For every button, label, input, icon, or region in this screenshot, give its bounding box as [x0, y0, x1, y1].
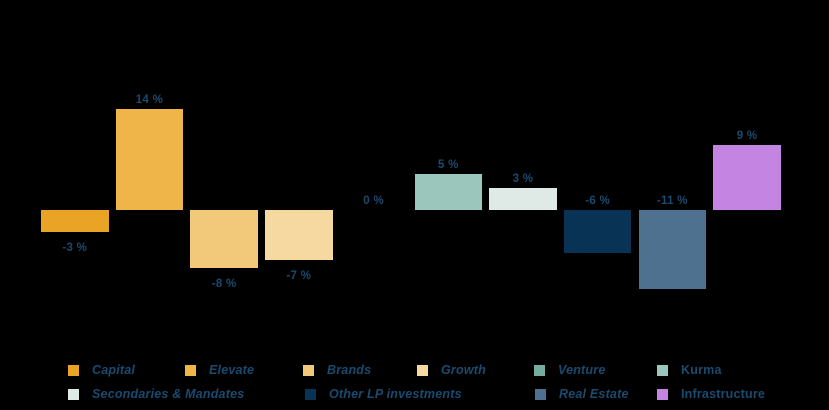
legend-swatch-kurma [657, 364, 668, 376]
bar-other-lp-investments [563, 210, 632, 254]
legend-label-growth: Growth [441, 363, 486, 377]
legend-swatch-capital [68, 364, 79, 376]
legend-item-brands: Brands [303, 363, 371, 377]
bar-capital [41, 210, 109, 232]
value-label-real-estate: -11 % [656, 195, 688, 207]
legend-label-secondaries-and-mandates: Secondaries & Mandates [92, 387, 245, 401]
legend-item-infrastructure: Infrastructure [657, 387, 765, 401]
legend-label-infrastructure: Infrastructure [681, 387, 766, 401]
bar-secondaries-and-mandates [489, 188, 557, 210]
legend-label-venture: Venture [558, 363, 606, 377]
legend-label-real-estate: Real Estate [559, 387, 629, 401]
value-label-growth: -7 % [286, 270, 312, 283]
value-label-brands: -8 % [211, 277, 237, 290]
legend-swatch-venture [534, 364, 545, 376]
value-label-kurma: 5 % [437, 159, 459, 171]
legend-swatch-elevate [185, 364, 196, 376]
bar-elevate [115, 109, 184, 210]
value-label-secondaries-and-mandates: 3 % [512, 173, 534, 186]
legend-swatch-growth [417, 364, 428, 376]
value-label-elevate: 14 % [135, 94, 164, 107]
legend-item-capital: Capital [68, 363, 135, 377]
legend-item-kurma: Kurma [657, 363, 722, 377]
legend-swatch-real-estate [535, 388, 546, 400]
legend-label-brands: Brands [327, 363, 372, 377]
legend-swatch-secondaries-and-mandates [68, 388, 79, 400]
legend-item-growth: Growth [417, 363, 486, 377]
bar-real-estate [638, 210, 707, 290]
value-label-venture: 0 % [363, 195, 384, 207]
legend-item-real-estate: Real Estate [535, 387, 629, 401]
value-label-infrastructure: 9 % [736, 130, 758, 143]
legend-item-secondaries-and-mandates: Secondaries & Mandates [68, 387, 244, 401]
legend-label-capital: Capital [92, 363, 136, 377]
bar-growth [265, 210, 333, 261]
bar-brands [190, 210, 258, 268]
value-label-capital: -3 % [62, 241, 88, 254]
legend-swatch-infrastructure [657, 388, 668, 400]
legend-label-other-lp-investments: Other LP investments [329, 387, 462, 401]
legend-swatch-other-lp-investments [305, 388, 316, 400]
bar-kurma [414, 174, 482, 210]
legend-swatch-brands [303, 364, 314, 376]
legend-label-kurma: Kurma [681, 363, 722, 377]
legend-label-elevate: Elevate [209, 363, 255, 377]
bar-infrastructure [713, 145, 781, 210]
legend-item-venture: Venture [534, 363, 605, 377]
legend-item-elevate: Elevate [185, 363, 254, 377]
value-label-other-lp-investments: -6 % [585, 195, 611, 207]
legend-item-other-lp-investments: Other LP investments [305, 387, 462, 401]
